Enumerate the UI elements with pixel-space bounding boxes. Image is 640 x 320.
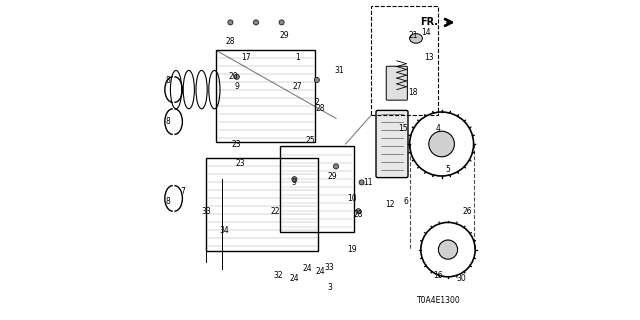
Circle shape xyxy=(279,20,284,25)
Text: 10: 10 xyxy=(347,194,357,203)
Text: FR.: FR. xyxy=(420,17,438,28)
Text: 22: 22 xyxy=(271,207,280,216)
Text: 8: 8 xyxy=(166,197,170,206)
Text: 8: 8 xyxy=(166,117,170,126)
Circle shape xyxy=(314,77,319,83)
Text: 27: 27 xyxy=(292,82,303,91)
Text: 2: 2 xyxy=(314,98,319,107)
Text: 23: 23 xyxy=(232,140,242,148)
Text: 28: 28 xyxy=(226,37,235,46)
Text: 5: 5 xyxy=(445,165,451,174)
Text: 34: 34 xyxy=(219,226,229,235)
Circle shape xyxy=(292,177,297,182)
Text: 7: 7 xyxy=(180,188,185,196)
Ellipse shape xyxy=(410,34,422,43)
Text: 26: 26 xyxy=(462,207,472,216)
Text: 33: 33 xyxy=(324,263,335,272)
Circle shape xyxy=(253,20,259,25)
Text: 31: 31 xyxy=(334,66,344,75)
Text: 6: 6 xyxy=(404,197,409,206)
Text: 8: 8 xyxy=(166,76,170,84)
FancyBboxPatch shape xyxy=(376,110,408,178)
Text: 4: 4 xyxy=(436,124,441,132)
Circle shape xyxy=(356,209,361,214)
Circle shape xyxy=(234,74,239,79)
Text: 28: 28 xyxy=(354,210,363,219)
Text: 32: 32 xyxy=(273,271,284,280)
Text: 13: 13 xyxy=(424,53,434,62)
Text: 11: 11 xyxy=(364,178,372,187)
Text: 19: 19 xyxy=(347,245,357,254)
Circle shape xyxy=(438,240,458,259)
Text: 9: 9 xyxy=(292,178,297,187)
Text: 1: 1 xyxy=(295,53,300,62)
Text: 17: 17 xyxy=(241,53,252,62)
Text: 29: 29 xyxy=(280,31,290,40)
Text: 23: 23 xyxy=(235,159,245,168)
Text: 30: 30 xyxy=(456,274,466,283)
Circle shape xyxy=(228,20,233,25)
Text: 24: 24 xyxy=(302,264,312,273)
Circle shape xyxy=(359,180,364,185)
Circle shape xyxy=(429,131,454,157)
Text: 3: 3 xyxy=(327,284,332,292)
Text: 14: 14 xyxy=(420,28,431,36)
Circle shape xyxy=(333,164,339,169)
Text: 24: 24 xyxy=(289,274,300,283)
Text: 9: 9 xyxy=(234,82,239,91)
Text: 24: 24 xyxy=(315,268,325,276)
Text: 33: 33 xyxy=(202,207,211,216)
Text: 25: 25 xyxy=(305,136,316,145)
Text: 21: 21 xyxy=(408,31,417,40)
Text: 12: 12 xyxy=(386,200,395,209)
Text: 20: 20 xyxy=(228,72,239,81)
Text: T0A4E1300: T0A4E1300 xyxy=(417,296,460,305)
Text: 18: 18 xyxy=(408,88,417,97)
Text: 29: 29 xyxy=(328,172,338,180)
FancyBboxPatch shape xyxy=(387,66,407,100)
Text: 16: 16 xyxy=(433,271,444,280)
Text: 15: 15 xyxy=(398,124,408,132)
Text: 28: 28 xyxy=(316,104,324,113)
